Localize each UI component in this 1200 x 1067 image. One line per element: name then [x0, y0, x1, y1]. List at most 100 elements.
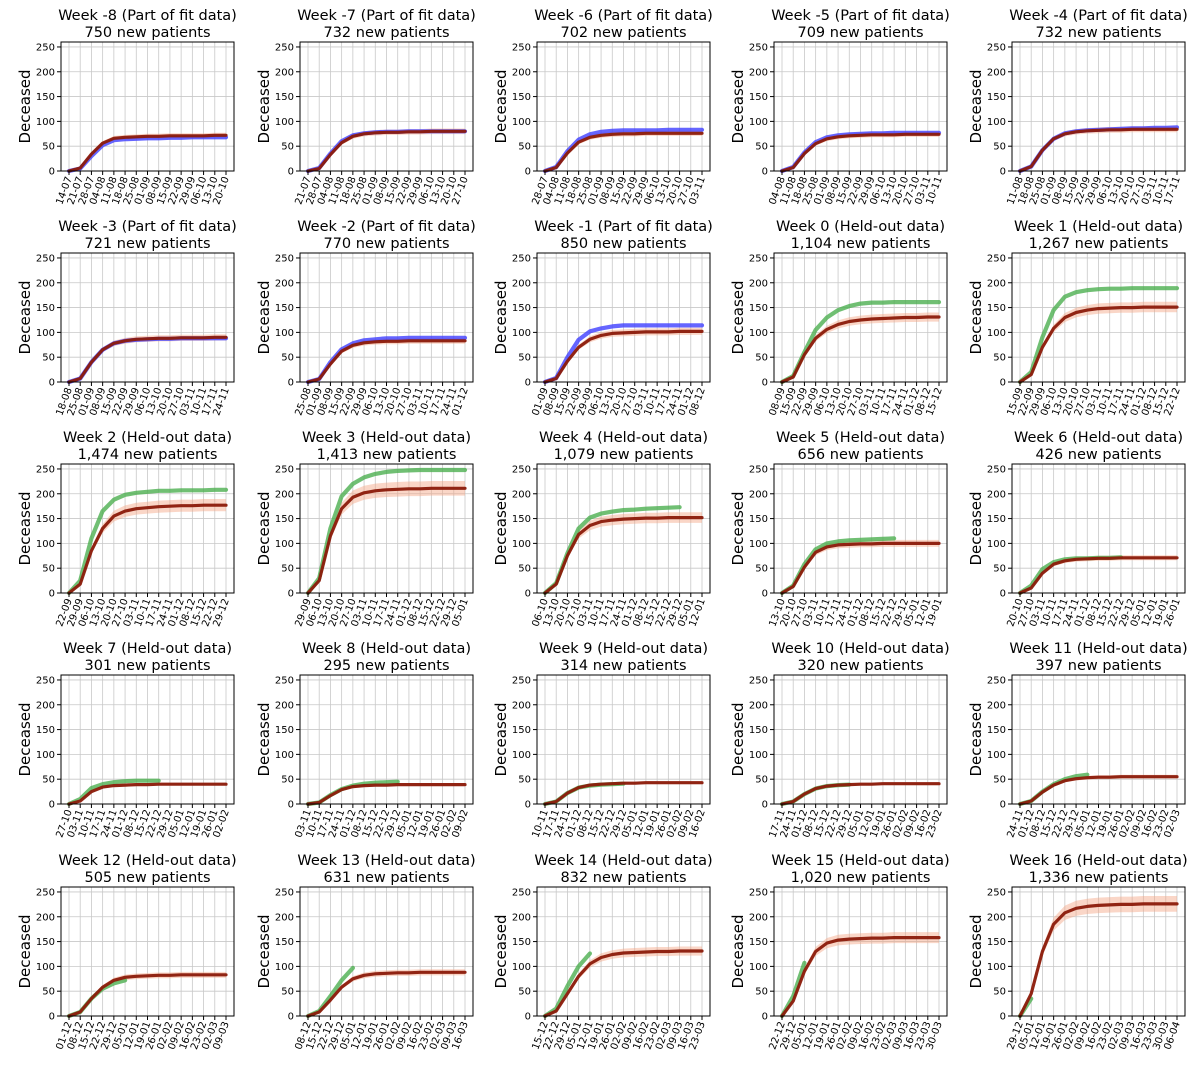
subplot: Week 14 (Held-out data)832 new patients 0… [492, 853, 713, 1051]
y-tick-label: 250 [36, 464, 55, 475]
subplot-subtitle: 295 new patients [323, 658, 449, 674]
y-tick-label: 50 [755, 775, 768, 786]
subplot: Week 16 (Held-out data)1,336 new patient… [967, 853, 1188, 1051]
grid [774, 887, 947, 1017]
y-tick-label: 200 [749, 912, 768, 923]
y-tick-label: 250 [275, 42, 294, 53]
y-axis-label: Deceased [255, 280, 273, 354]
y-tick-label: 150 [512, 937, 531, 948]
y-tick-label: 250 [36, 253, 55, 264]
y-tick-label: 50 [42, 353, 55, 364]
grid [1012, 253, 1185, 383]
y-tick-label: 100 [275, 750, 294, 761]
subplot-title: Week -6 (Part of fit data) [534, 8, 713, 24]
y-tick-label: 150 [36, 92, 55, 103]
y-tick-label: 100 [749, 750, 768, 761]
subplot: Week 12 (Held-out data)505 new patients 0… [16, 853, 237, 1051]
y-tick-label: 0 [762, 800, 768, 811]
series-model-line [306, 970, 467, 1018]
series-model-line [543, 781, 704, 806]
subplot-title: Week -1 (Part of fit data) [534, 219, 713, 235]
y-axis-label: Deceased [729, 702, 747, 776]
y-tick-label: 0 [288, 1012, 294, 1023]
y-tick-label: 50 [993, 987, 1006, 998]
y-axis-label: Deceased [492, 491, 510, 565]
grid [537, 464, 710, 594]
y-tick-label: 100 [275, 328, 294, 339]
y-tick-label: 0 [525, 378, 531, 389]
y-tick-label: 200 [987, 67, 1006, 78]
series-heldout-data-line [66, 978, 128, 1019]
subplot: Week 7 (Held-out data)301 new patients 0 5… [16, 641, 235, 839]
subplot-title: Week 15 (Held-out data) [771, 853, 949, 869]
grid [537, 675, 710, 805]
subplot-subtitle: 656 new patients [797, 447, 923, 463]
series-heldout-data-line [305, 467, 468, 596]
y-tick-label: 150 [987, 937, 1006, 948]
subplot: Week 0 (Held-out data)1,104 new patients… [729, 219, 948, 417]
subplot-title: Week -5 (Part of fit data) [771, 8, 950, 24]
y-tick-label: 200 [512, 489, 531, 500]
series-model-line [306, 129, 467, 173]
y-axis-label: Deceased [16, 702, 34, 776]
subplot-title: Week -7 (Part of fit data) [297, 8, 476, 24]
subplot: Week -5 (Part of fit data)709 new patien… [729, 8, 950, 206]
y-tick-label: 100 [749, 328, 768, 339]
subplot: Week 5 (Held-out data)656 new patients 0 5… [729, 430, 948, 628]
y-tick-label: 50 [42, 564, 55, 575]
y-tick-label: 250 [987, 887, 1006, 898]
y-tick-label: 200 [275, 67, 294, 78]
y-tick-label: 50 [281, 353, 294, 364]
y-axis-label: Deceased [16, 491, 34, 565]
y-tick-label: 50 [518, 775, 531, 786]
subplot-subtitle: 750 new patients [84, 25, 210, 41]
series-model-line [1018, 556, 1179, 595]
grid [1012, 675, 1185, 805]
subplot: Week 1 (Held-out data)1,267 new patients… [967, 219, 1186, 417]
series-model-line [780, 936, 941, 1018]
y-tick-label: 100 [36, 750, 55, 761]
y-tick-label: 0 [1000, 800, 1006, 811]
series-heldout-data-line [66, 487, 229, 596]
y-tick-label: 150 [275, 514, 294, 525]
subplot: Week -4 (Part of fit data)732 new patien… [967, 8, 1188, 206]
subplot-subtitle: 631 new patients [323, 870, 449, 886]
subplot-subtitle: 1,336 new patients [1029, 870, 1169, 886]
grid [300, 253, 473, 383]
y-tick-label: 200 [987, 700, 1006, 711]
y-tick-label: 0 [525, 167, 531, 178]
subplot: Week -8 (Part of fit data)750 new patien… [16, 8, 237, 206]
series-model-line [67, 133, 228, 173]
y-tick-label: 250 [512, 253, 531, 264]
y-tick-label: 250 [987, 675, 1006, 686]
subplot: Week 2 (Held-out data)1,474 new patients… [16, 430, 235, 628]
y-tick-label: 100 [987, 750, 1006, 761]
y-tick-label: 250 [275, 675, 294, 686]
grid [1012, 42, 1185, 172]
y-tick-label: 100 [275, 962, 294, 973]
subplot-title: Week 2 (Held-out data) [63, 430, 232, 446]
y-tick-label: 200 [36, 67, 55, 78]
y-tick-label: 0 [762, 589, 768, 600]
y-tick-label: 200 [987, 278, 1006, 289]
y-tick-label: 200 [987, 489, 1006, 500]
y-tick-label: 50 [755, 353, 768, 364]
y-tick-label: 200 [36, 489, 55, 500]
subplot-title: Week -4 (Part of fit data) [1009, 8, 1188, 24]
y-tick-label: 250 [512, 464, 531, 475]
subplot-subtitle: 721 new patients [84, 236, 210, 252]
y-tick-label: 150 [36, 937, 55, 948]
y-tick-label: 200 [275, 489, 294, 500]
subplot-title: Week 8 (Held-out data) [302, 641, 471, 657]
subplot-title: Week -2 (Part of fit data) [297, 219, 476, 235]
subplot-title: Week 13 (Held-out data) [297, 853, 475, 869]
subplot-subtitle: 709 new patients [797, 25, 923, 41]
model-uncertainty-band [782, 932, 939, 1016]
y-axis-label: Deceased [16, 914, 34, 988]
y-tick-label: 50 [755, 564, 768, 575]
y-tick-label: 50 [281, 775, 294, 786]
subplot-title: Week 3 (Held-out data) [302, 430, 471, 446]
y-tick-label: 200 [275, 278, 294, 289]
y-tick-label: 0 [762, 1012, 768, 1023]
y-tick-label: 100 [987, 117, 1006, 128]
